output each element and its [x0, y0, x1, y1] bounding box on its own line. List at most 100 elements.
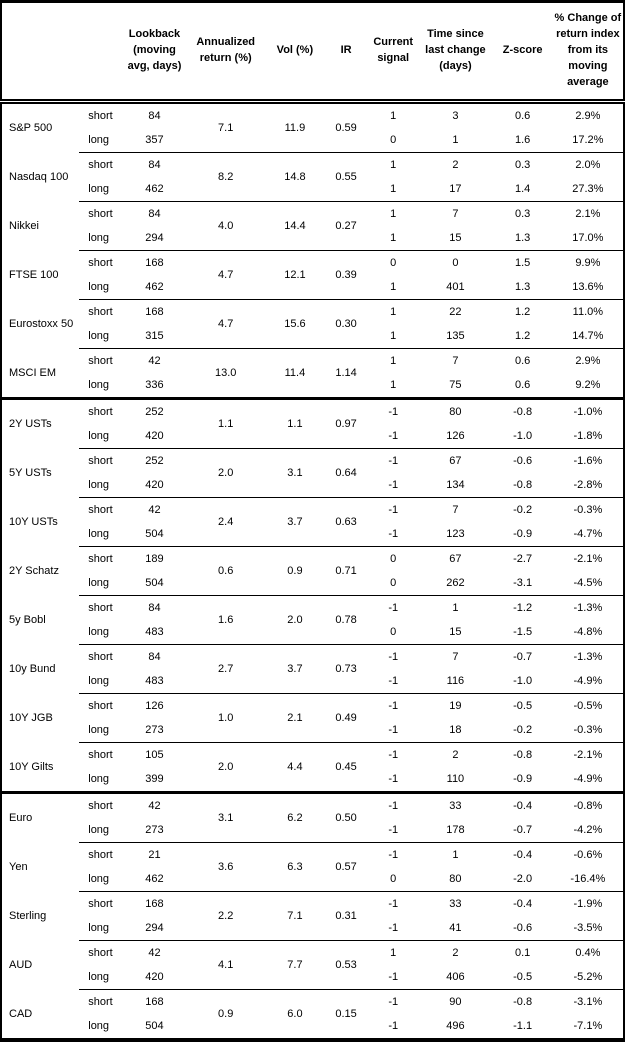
- time-since-value: 7: [418, 201, 493, 226]
- header-horizon: [79, 2, 123, 102]
- zscore-value: 0.3: [492, 152, 553, 177]
- time-since-value: 67: [418, 546, 493, 571]
- pct-change-value: -7.1%: [573, 1020, 603, 1032]
- signal-value: 1: [390, 379, 397, 391]
- signal-value: -1: [388, 922, 399, 934]
- annualized-return-value: 2.7: [185, 644, 266, 694]
- signal-value: -1: [388, 528, 399, 540]
- signal-value: -1: [368, 791, 419, 818]
- row-label-long: long: [88, 183, 110, 195]
- signal-value: 1: [368, 101, 419, 128]
- signal-value: -1: [368, 644, 419, 669]
- time-since-value: 33: [418, 891, 493, 916]
- ir-value: 0.71: [324, 546, 369, 596]
- vol-value: 2.1: [265, 693, 324, 743]
- zscore-value: 1.4: [514, 183, 531, 195]
- time-since-value: 41: [449, 922, 462, 934]
- zscore-value: 1.6: [514, 134, 531, 146]
- signal-value: 0: [390, 626, 397, 638]
- pct-change-value: -4.5%: [573, 577, 603, 589]
- time-since-value: 2: [418, 940, 493, 965]
- time-since-value: 406: [446, 971, 465, 983]
- pct-change-value: 9.2%: [575, 379, 601, 391]
- time-since-value: 22: [418, 299, 493, 324]
- annualized-return-value: 2.0: [185, 448, 266, 498]
- row-label-short: short: [79, 448, 124, 473]
- instrument-group-5yusts: 5Y USTs short 252 2.0 3.1 0.64 -1 67 -0.…: [1, 448, 624, 498]
- instrument-group-2yusts: 2Y USTs short 252 1.1 1.1 0.97 -1 80 -0.…: [1, 397, 624, 449]
- lookback-value: 462: [145, 873, 164, 885]
- pct-change-value: -0.3%: [552, 497, 624, 522]
- zscore-value: 1.2: [514, 330, 531, 342]
- time-since-value: 2: [418, 742, 493, 767]
- zscore-value: -0.5: [513, 971, 533, 983]
- row-label-long: long: [88, 773, 110, 785]
- pct-change-value: 14.7%: [572, 330, 604, 342]
- row-label-long: long: [88, 379, 110, 391]
- time-since-value: 90: [418, 989, 493, 1014]
- instrument-group-ftse100: FTSE 100 short 168 4.7 12.1 0.39 0 0 1.5…: [1, 250, 624, 300]
- time-since-value: 3: [418, 101, 493, 128]
- annualized-return-value: 7.1: [185, 101, 266, 153]
- signal-value: 0: [368, 546, 419, 571]
- zscore-value: 0.6: [492, 101, 553, 128]
- zscore-value: -2.0: [513, 873, 533, 885]
- lookback-value: 483: [145, 626, 164, 638]
- instrument-name: AUD: [9, 959, 33, 971]
- annualized-return-value: 2.0: [185, 742, 266, 793]
- header-ir: IR: [340, 44, 352, 57]
- header-instrument: [1, 2, 79, 102]
- signal-value: -1: [368, 595, 419, 620]
- lookback-value: 42: [123, 940, 186, 965]
- vol-value: 7.1: [265, 891, 324, 941]
- lookback-value: 252: [123, 397, 186, 424]
- vol-value: 2.0: [265, 595, 324, 645]
- time-since-value: 67: [418, 448, 493, 473]
- pct-change-value: 2.9%: [552, 101, 624, 128]
- zscore-value: 0.1: [492, 940, 553, 965]
- signal-value: -1: [388, 430, 399, 442]
- zscore-value: 0.3: [492, 201, 553, 226]
- signal-value: -1: [388, 773, 399, 785]
- header-pct-change: % Change of return index from its moving…: [554, 12, 622, 88]
- header-time-since: Time since last change (days): [425, 28, 486, 72]
- vol-value: 7.7: [265, 940, 324, 990]
- lookback-value: 420: [145, 430, 164, 442]
- row-label-short: short: [79, 940, 124, 965]
- time-since-value: 75: [449, 379, 462, 391]
- time-since-value: 7: [418, 644, 493, 669]
- annualized-return-value: 3.6: [185, 842, 266, 892]
- time-since-value: 7: [418, 497, 493, 522]
- pct-change-value: -1.3%: [552, 644, 624, 669]
- vol-value: 14.4: [265, 201, 324, 251]
- signal-value: -1: [368, 693, 419, 718]
- zscore-value: -1.5: [513, 626, 533, 638]
- time-since-value: 19: [418, 693, 493, 718]
- ir-value: 0.49: [324, 693, 369, 743]
- instrument-group-cad: CAD short 168 0.9 6.0 0.15 -1 90 -0.8 -3…: [1, 989, 624, 1040]
- zscore-value: -0.9: [513, 528, 533, 540]
- signal-value: -1: [368, 891, 419, 916]
- signal-value: -1: [368, 842, 419, 867]
- row-label-long: long: [88, 577, 110, 589]
- pct-change-value: -2.1%: [552, 742, 624, 767]
- time-since-value: 1: [452, 134, 459, 146]
- zscore-value: -2.7: [492, 546, 553, 571]
- zscore-value: -0.7: [492, 644, 553, 669]
- time-since-value: 7: [418, 348, 493, 373]
- instrument-name: Eurostoxx 50: [9, 318, 74, 330]
- row-label-long: long: [88, 232, 110, 244]
- pct-change-value: -4.9%: [573, 773, 603, 785]
- row-label-long: long: [88, 281, 110, 293]
- instrument-name: Yen: [9, 861, 28, 873]
- instrument-name: Nasdaq 100: [9, 171, 69, 183]
- row-label-long: long: [88, 479, 110, 491]
- annualized-return-value: 1.0: [185, 693, 266, 743]
- ir-value: 0.55: [324, 152, 369, 202]
- lookback-value: 42: [123, 348, 186, 373]
- lookback-value: 42: [123, 497, 186, 522]
- instrument-group-10ygilts: 10Y Gilts short 105 2.0 4.4 0.45 -1 2 -0…: [1, 742, 624, 793]
- row-label-long: long: [88, 873, 110, 885]
- time-since-value: 18: [449, 724, 462, 736]
